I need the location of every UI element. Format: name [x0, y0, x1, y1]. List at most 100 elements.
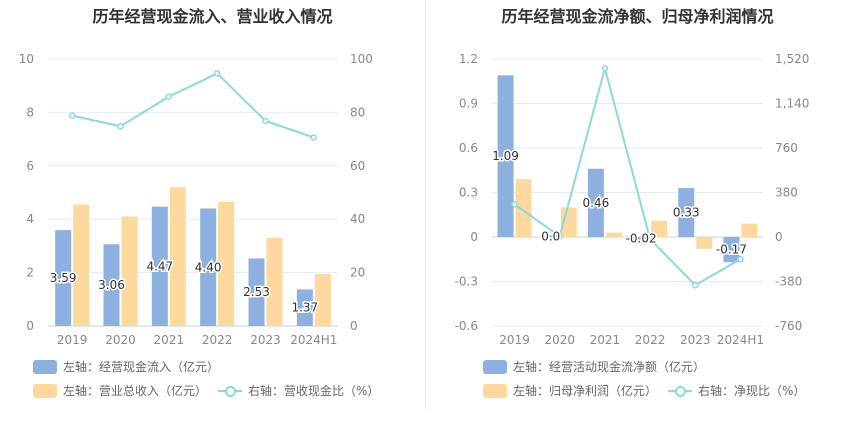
x-tick-label: 2020: [544, 333, 575, 347]
bar-series-2: [266, 237, 283, 326]
ratio-point: [165, 93, 173, 100]
bar-series-2: [218, 201, 235, 326]
bar-data-label: 4.40: [195, 260, 222, 274]
ratio-point: [68, 112, 76, 119]
ratio-point: [310, 134, 318, 141]
right-chart-title: 历年经营现金流净额、归母净利润情况: [501, 7, 774, 26]
line-swatch-icon: [668, 384, 692, 398]
ratio-point: [213, 70, 221, 77]
line-swatch-icon: [218, 384, 242, 398]
bar-data-label: 3.06: [98, 278, 125, 292]
x-tick-label: 2022: [202, 333, 233, 347]
y-left-tick-label: 6: [26, 159, 34, 173]
x-tick-label: 2024H1: [290, 333, 337, 347]
bar-series-1: [151, 206, 168, 326]
y-right-tick-label: -380: [775, 275, 802, 289]
ratio-point: [692, 281, 699, 289]
bar-series-1: [248, 258, 265, 326]
y-left-tick-label: 0.3: [459, 186, 478, 200]
right-legend-item-3[interactable]: 右轴：净现比（%）: [668, 382, 805, 399]
bar-series-2: [314, 273, 331, 326]
ratio-point: [511, 201, 518, 208]
ratio-line: [514, 64, 741, 287]
left-legend-item-3[interactable]: 右轴：营收现金比（%）: [218, 382, 379, 399]
bar-series-2: [515, 179, 532, 237]
right-legend-label-2: 左轴：归母净利润（亿元）: [513, 384, 658, 398]
bar-series-2: [121, 216, 138, 326]
y-right-tick-label: 100: [350, 52, 373, 66]
bar-series-1: [633, 237, 650, 240]
y-left-tick-label: 0.6: [459, 141, 478, 155]
y-left-tick-label: 2: [26, 266, 34, 280]
ratio-point: [601, 65, 609, 72]
bar-series-1: [678, 188, 695, 237]
bar-series-2: [73, 204, 90, 326]
y-right-tick-label: 0: [350, 319, 358, 333]
y-right-tick-label: 0: [775, 230, 783, 244]
bar-series-1: [200, 208, 217, 326]
y-right-tick-label: 1,140: [775, 97, 809, 111]
bar-data-label: 2.53: [243, 285, 270, 299]
y-right-tick-label: 1,520: [775, 52, 809, 66]
left-legend-label-3: 右轴：营收现金比（%）: [248, 384, 380, 398]
bar-series-2: [696, 237, 713, 249]
bar-data-label: 4.47: [146, 259, 173, 273]
y-right-tick-label: 80: [350, 105, 365, 119]
bar-data-label: 1.09: [492, 149, 519, 163]
bar-data-label: 0.33: [673, 206, 700, 220]
blue-bar-swatch-icon: [483, 359, 507, 374]
ratio-point: [556, 233, 563, 240]
right-legend-item-1[interactable]: 左轴：经营活动现金流净额（亿元）: [483, 358, 705, 375]
bar-series-2: [741, 223, 758, 237]
bar-series-2: [169, 187, 186, 326]
orange-bar-swatch-icon: [33, 383, 57, 398]
bar-data-label: 0.0: [541, 229, 560, 243]
bar-data-label: 1.37: [291, 301, 318, 315]
x-tick-label: 2023: [250, 333, 281, 347]
x-tick-label: 2023: [680, 333, 711, 347]
ratio-point: [117, 123, 124, 130]
y-left-tick-label: 10: [19, 52, 34, 66]
x-tick-label: 2020: [105, 333, 136, 347]
bar-data-label: -0.17: [716, 243, 747, 257]
blue-bar-swatch-icon: [33, 359, 57, 374]
y-left-tick-label: 0: [26, 319, 34, 333]
ratio-point: [262, 117, 269, 125]
left-legend-item-1[interactable]: 左轴：经营现金流入（亿元）: [33, 358, 219, 375]
y-right-tick-label: 380: [775, 186, 798, 200]
y-left-tick-label: 8: [26, 105, 34, 119]
orange-bar-swatch-icon: [483, 383, 507, 398]
right-chart-plot: -0.6 -0.3 0 0.3 0.6 0.9 1.2 -760 -380 0 380 760 1,14…: [455, 52, 810, 347]
y-right-tick-label: 20: [350, 266, 365, 280]
y-right-tick-label: -760: [775, 319, 802, 333]
bar-series-2: [651, 220, 668, 237]
y-left-tick-label: 4: [26, 212, 34, 226]
left-legend-item-2[interactable]: 左轴：营业总收入（亿元）: [33, 382, 207, 399]
right-chart-panel: 历年经营现金流净额、归母净利润情况 -0.6 -0.3 0 0.3 0.6 0.9 1.2-…: [425, 0, 850, 437]
right-legend-label-3: 右轴：净现比（%）: [698, 384, 806, 398]
bar-series-1: [497, 75, 514, 237]
bar-series-1: [55, 230, 72, 326]
right-legend-label-1: 左轴：经营活动现金流净额（亿元）: [513, 360, 706, 374]
y-right-tick-label: 760: [775, 141, 798, 155]
left-legend-label-2: 左轴：营业总收入（亿元）: [63, 384, 208, 398]
ratio-point: [737, 255, 744, 263]
x-tick-label: 2022: [635, 333, 666, 347]
panel-divider: [425, 0, 426, 410]
x-tick-label: 2021: [154, 333, 185, 347]
x-tick-label: 2021: [590, 333, 621, 347]
right-legend-item-2[interactable]: 左轴：归母净利润（亿元）: [483, 382, 657, 399]
y-left-tick-label: 0.9: [459, 97, 478, 111]
bar-data-label: 3.59: [50, 271, 77, 285]
bar-series-2: [605, 232, 622, 237]
x-tick-label: 2024H1: [717, 333, 764, 347]
bar-series-1: [587, 168, 604, 237]
left-chart-panel: 历年经营现金流入、营业收入情况 0 2 4 6 8 10 0 20 40 60 80 100 2019 2…: [19, 7, 380, 399]
bar-series-1: [296, 289, 313, 326]
bar-series-1: [542, 235, 559, 237]
ratio-line: [71, 72, 315, 139]
bar-data-label: 0.46: [583, 196, 610, 210]
left-legend-label-1: 左轴：经营现金流入（亿元）: [63, 360, 220, 374]
x-tick-label: 2019: [499, 333, 530, 347]
